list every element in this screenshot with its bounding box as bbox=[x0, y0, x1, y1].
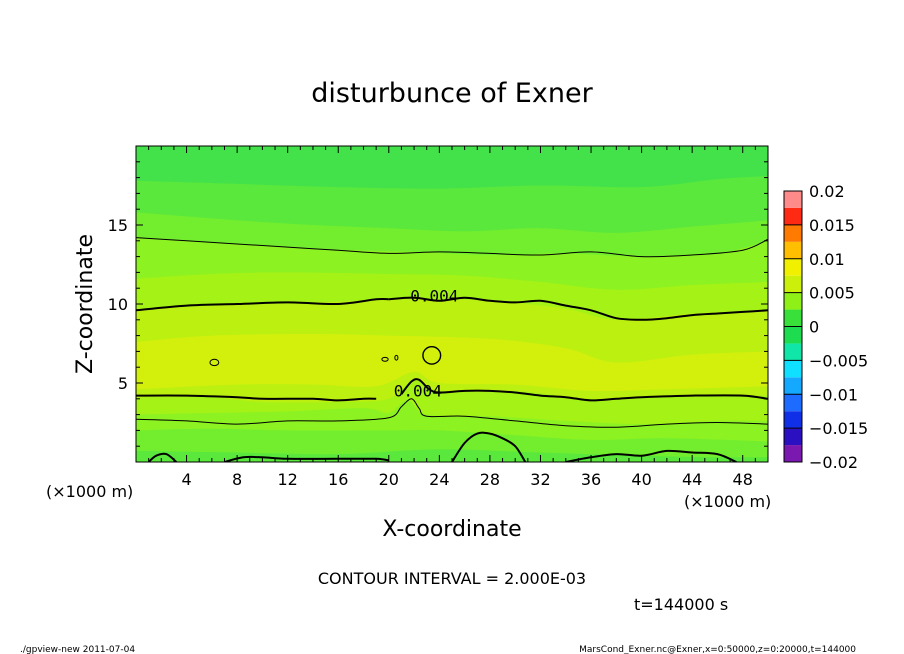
colorbar-cell-15 bbox=[784, 191, 802, 208]
x-tick-label: 12 bbox=[278, 470, 298, 489]
footer-left: ./gpview-new 2011-07-04 bbox=[20, 645, 135, 654]
x-tick-label: 36 bbox=[581, 470, 601, 489]
contour-line-5 bbox=[136, 398, 768, 428]
time-text: t=144000 s bbox=[634, 595, 728, 614]
colorbar-cell-1 bbox=[784, 428, 802, 446]
colorbar-tick-label: −0.005 bbox=[809, 351, 868, 370]
closed-contour-1 bbox=[381, 356, 389, 362]
x-axis-unit-left: (×1000 m) bbox=[46, 482, 133, 501]
colorbar-tick-label: 0.01 bbox=[809, 250, 845, 269]
colorbar-cell-3 bbox=[784, 394, 802, 412]
colorbar-cell-14 bbox=[784, 207, 802, 225]
x-tick-label: 16 bbox=[328, 470, 348, 489]
x-tick-label: 48 bbox=[733, 470, 753, 489]
contour-line-4 bbox=[400, 378, 768, 402]
x-tick-label: 32 bbox=[530, 470, 550, 489]
contour-labels: 0.004 0.004 bbox=[394, 287, 459, 401]
colorbar-cell-5 bbox=[784, 360, 802, 378]
y-tick-label: 15 bbox=[108, 216, 128, 235]
colorbar-cell-11 bbox=[784, 258, 802, 276]
contour-line-1 bbox=[136, 297, 389, 312]
colorbar-cell-12 bbox=[784, 241, 802, 259]
closed-contour-3 bbox=[422, 345, 442, 365]
colorbar-cell-4 bbox=[784, 377, 802, 395]
x-axis: 4 8 12 16 20 24 28 32 36 40 44 48 bbox=[148, 146, 756, 489]
x-tick-label: 28 bbox=[480, 470, 500, 489]
contour-line-0 bbox=[136, 237, 768, 258]
contour-label-1: 0.004 bbox=[394, 381, 442, 400]
colorbar-tick-label: −0.01 bbox=[809, 385, 858, 404]
y-axis-label: Z-coordinate bbox=[73, 234, 98, 374]
y-tick-label: 5 bbox=[118, 374, 128, 393]
y-tick-label: 10 bbox=[108, 295, 128, 314]
colorbar-cell-2 bbox=[784, 411, 802, 429]
closed-contour-0 bbox=[209, 358, 220, 367]
x-tick-label: 40 bbox=[631, 470, 651, 489]
contour-line-2 bbox=[388, 296, 768, 321]
contour-line-9 bbox=[565, 449, 737, 462]
contour-line-3 bbox=[136, 394, 377, 402]
closed-contour-2 bbox=[394, 354, 399, 361]
contour-label-0: 0.004 bbox=[410, 287, 458, 306]
colorbar-tick-label: 0 bbox=[809, 318, 819, 337]
colorbar-ticks: 0.02 0.015 0.01 0.005 0 −0.005 −0.01 −0.015 −0.0… bbox=[784, 182, 868, 472]
colorbar-cell-13 bbox=[784, 224, 802, 242]
x-axis-label: X-coordinate bbox=[382, 517, 521, 542]
colorbar-cell-7 bbox=[784, 326, 802, 344]
colorbar-tick-label: 0.005 bbox=[809, 284, 855, 303]
contour-interval-text: CONTOUR INTERVAL = 2.000E-03 bbox=[318, 569, 586, 588]
plot-area bbox=[136, 146, 768, 462]
colorbar-cell-10 bbox=[784, 275, 802, 293]
x-tick-label: 44 bbox=[682, 470, 702, 489]
x-tick-label: 4 bbox=[181, 470, 191, 489]
colorbar: 0.02 0.015 0.01 0.005 0 −0.005 −0.01 −0.015 −0.0… bbox=[783, 182, 868, 472]
colorbar-cells bbox=[784, 191, 802, 462]
footer-right: MarsCond_Exner.nc@Exner,x=0:50000,z=0:20… bbox=[579, 645, 856, 654]
colorbar-tick-label: −0.02 bbox=[809, 453, 858, 472]
x-tick-label: 8 bbox=[232, 470, 242, 489]
chart-title: disturbunce of Exner bbox=[311, 78, 593, 109]
x-axis-unit-right: (×1000 m) bbox=[684, 492, 771, 511]
colorbar-cell-8 bbox=[784, 309, 802, 327]
y-axis: 5 10 15 bbox=[108, 161, 768, 447]
colorbar-tick-label: 0.015 bbox=[809, 216, 855, 235]
colorbar-tick-label: 0.02 bbox=[809, 182, 845, 201]
colorbar-cell-9 bbox=[784, 292, 802, 310]
colorbar-cell-0 bbox=[784, 445, 802, 462]
x-tick-label: 24 bbox=[429, 470, 449, 489]
colorbar-cell-6 bbox=[784, 343, 802, 361]
contour-line-6 bbox=[147, 452, 178, 462]
x-tick-label: 20 bbox=[379, 470, 399, 489]
contour-line-8 bbox=[451, 431, 527, 462]
colorbar-tick-label: −0.015 bbox=[809, 419, 868, 438]
